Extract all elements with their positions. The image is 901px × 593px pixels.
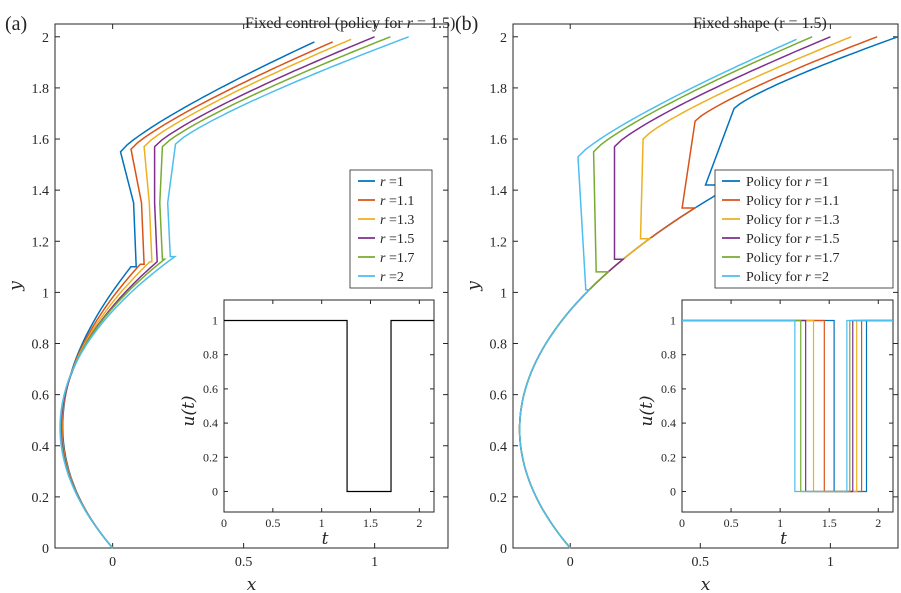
y-tick-label: 1.4 xyxy=(490,184,508,199)
y-tick-label: 1.2 xyxy=(32,235,50,250)
inset-y-tick-label: 0.6 xyxy=(203,382,218,396)
inset-x-tick-label: 0 xyxy=(679,516,685,530)
inset-x-tick-label: 0.5 xyxy=(724,516,739,530)
inset-x-tick-label: 1.5 xyxy=(822,516,837,530)
inset-y-tick-label: 0.2 xyxy=(661,450,676,464)
inset-y-label: u(t) xyxy=(179,395,199,426)
inset-step-5 xyxy=(682,319,893,493)
legend: r =1 r =1.1 r =1.3 r =1.5 r =1.7 r =2 xyxy=(349,169,433,289)
series-line-5 xyxy=(518,38,797,549)
legend-entry-5: r =2 xyxy=(380,270,404,285)
x-tick-label: 1 xyxy=(371,555,378,570)
y-tick-label: 0.4 xyxy=(490,440,508,455)
x-tick-label: 0 xyxy=(109,555,116,570)
y-tick-label: 0.2 xyxy=(490,491,508,506)
legend-entry-0: Policy for r =1 xyxy=(746,175,829,190)
y-tick-label: 1 xyxy=(42,286,49,301)
x-axis-label: x xyxy=(701,575,711,593)
y-tick-label: 2 xyxy=(42,31,49,46)
panel-b: (b) Fixed shape (r = 1.5)00.20.40.60.811.… xyxy=(455,13,899,593)
y-tick-label: 0.6 xyxy=(490,389,508,404)
legend-entry-2: r =1.3 xyxy=(380,213,414,228)
inset-x-tick-label: 2 xyxy=(875,516,881,530)
inset-x-tick-label: 1.5 xyxy=(363,516,378,530)
y-axis-label: y xyxy=(464,281,484,292)
inset-y-tick-label: 0.6 xyxy=(661,382,676,396)
inset-axes: 0 0.2 0.4 0.6 0.8 1 0 0.5 1 1.5 2 t u(t) xyxy=(179,299,435,549)
y-tick-label: 0.2 xyxy=(32,491,50,506)
panel-a: (a) Fixed control (policy for r = 1.5)00.… xyxy=(5,13,455,593)
inset-x-label: t xyxy=(780,529,787,549)
panel-label: (b) xyxy=(455,13,478,35)
y-tick-label: 0 xyxy=(500,542,507,557)
inset-y-tick-label: 0.8 xyxy=(203,348,218,362)
inset-y-tick-label: 1 xyxy=(212,314,218,328)
y-tick-label: 0.8 xyxy=(490,338,508,353)
inset-axes: 0 0.2 0.4 0.6 0.8 1 0 0.5 1 1.5 2 t u(t) xyxy=(637,299,894,549)
inset-x-tick-label: 2 xyxy=(416,516,422,530)
legend-entry-3: r =1.5 xyxy=(380,232,414,247)
y-tick-label: 0.4 xyxy=(32,440,50,455)
y-tick-label: 1.2 xyxy=(490,235,508,250)
y-tick-label: 1.8 xyxy=(32,82,50,97)
inset-step-0 xyxy=(224,319,434,493)
inset-y-tick-label: 1 xyxy=(670,314,676,328)
inset-x-tick-label: 0 xyxy=(221,516,227,530)
inset-y-tick-label: 0.4 xyxy=(203,416,218,430)
inset-x-tick-label: 1 xyxy=(319,516,325,530)
legend-entry-2: Policy for r =1.3 xyxy=(746,213,839,228)
legend-entry-3: Policy for r =1.5 xyxy=(746,232,839,247)
panel-label: (a) xyxy=(5,13,27,35)
y-tick-label: 0.6 xyxy=(32,389,50,404)
axes-box xyxy=(512,23,899,549)
y-tick-label: 1.8 xyxy=(490,82,508,97)
inset-y-tick-label: 0.4 xyxy=(661,416,676,430)
inset-y-tick-label: 0.8 xyxy=(661,348,676,362)
legend-entry-4: Policy for r =1.7 xyxy=(746,251,839,266)
x-axis-label: x xyxy=(247,575,257,593)
y-tick-label: 1.6 xyxy=(490,133,508,148)
legend-entry-1: r =1.1 xyxy=(380,194,414,209)
legend-box xyxy=(349,169,433,289)
y-tick-label: 0.8 xyxy=(32,338,50,353)
inset-x-tick-label: 0.5 xyxy=(265,516,280,530)
series-line-5 xyxy=(59,36,409,549)
y-tick-label: 1.4 xyxy=(32,184,50,199)
legend-box xyxy=(714,169,894,289)
legend-entry-1: Policy for r =1.1 xyxy=(746,194,839,209)
y-axis-label: y xyxy=(6,281,26,292)
inset-box xyxy=(223,299,435,513)
x-tick-label: 0.5 xyxy=(235,555,253,570)
legend-entry-5: Policy for r =2 xyxy=(746,270,829,285)
x-tick-label: 0 xyxy=(567,555,574,570)
y-tick-label: 0 xyxy=(42,542,49,557)
inset-x-tick-label: 1 xyxy=(777,516,783,530)
legend-entry-4: r =1.7 xyxy=(380,251,414,266)
inset-y-tick-label: 0 xyxy=(212,484,218,498)
inset-y-label: u(t) xyxy=(637,395,657,426)
axes-box xyxy=(54,23,449,549)
legend-entry-0: r =1 xyxy=(380,175,404,190)
inset-y-tick-label: 0.2 xyxy=(203,450,218,464)
inset-x-label: t xyxy=(322,529,329,549)
y-tick-label: 1 xyxy=(500,286,507,301)
inset-y-tick-label: 0 xyxy=(670,484,676,498)
y-tick-label: 1.6 xyxy=(32,133,50,148)
inset-box xyxy=(681,299,894,513)
x-tick-label: 1 xyxy=(827,555,834,570)
legend: Policy for r =1 Policy for r =1.1 Policy f… xyxy=(714,169,894,289)
y-tick-label: 2 xyxy=(500,31,507,46)
x-tick-label: 0.5 xyxy=(692,555,710,570)
